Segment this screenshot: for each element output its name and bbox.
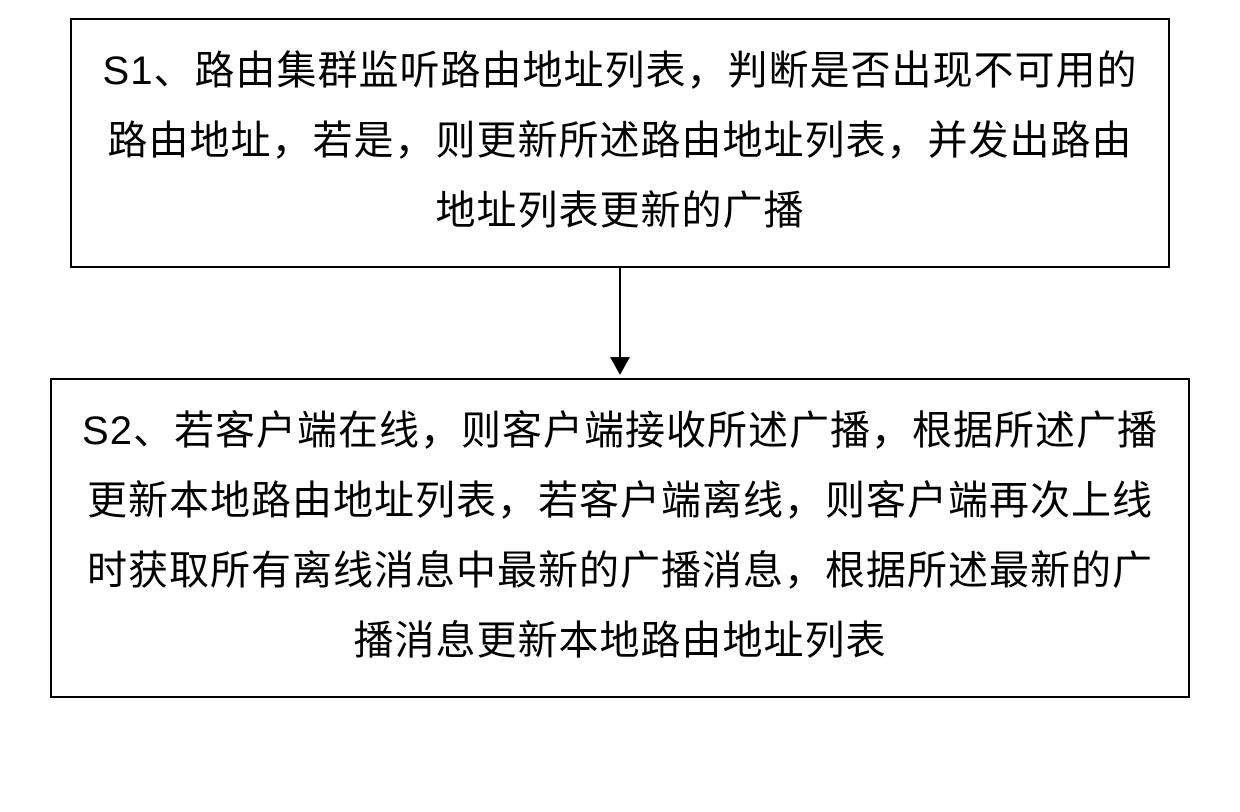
flowchart-step-2: S2、若客户端在线，则客户端接收所述广播，根据所述广播更新本地路由地址列表，若客…: [50, 378, 1190, 698]
arrow-line: [619, 268, 621, 358]
step-2-text: 若客户端在线，则客户端接收所述广播，根据所述广播更新本地路由地址列表，若客户端离…: [87, 408, 1158, 663]
flowchart-arrow: [610, 268, 630, 378]
step-1-text: 路由集群监听路由地址列表，判断是否出现不可用的路由地址，若是，则更新所述路由地址…: [108, 48, 1138, 233]
flowchart-container: S1、路由集群监听路由地址列表，判断是否出现不可用的路由地址，若是，则更新所述路…: [0, 18, 1240, 698]
step-2-content: S2、若客户端在线，则客户端接收所述广播，根据所述广播更新本地路由地址列表，若客…: [82, 396, 1158, 676]
step-1-label: S1、: [103, 49, 195, 93]
step-1-content: S1、路由集群监听路由地址列表，判断是否出现不可用的路由地址，若是，则更新所述路…: [102, 36, 1138, 246]
flowchart-step-1: S1、路由集群监听路由地址列表，判断是否出现不可用的路由地址，若是，则更新所述路…: [70, 18, 1170, 268]
step-2-label: S2、: [82, 409, 174, 453]
arrow-head-icon: [610, 357, 630, 375]
